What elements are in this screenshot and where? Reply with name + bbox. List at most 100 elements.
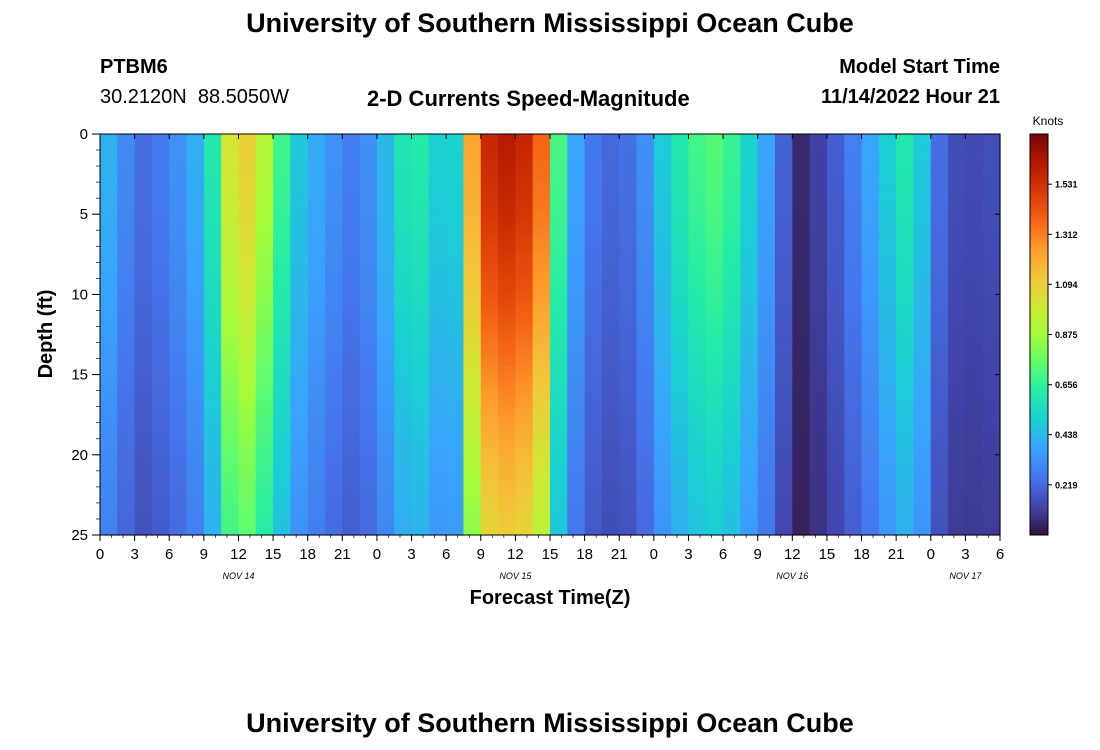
heatmap-cell-697 [325, 510, 343, 520]
heatmap-cell-526 [273, 342, 291, 352]
heatmap-cell-2590 [982, 454, 1001, 464]
heatmap-cell-1417 [584, 270, 603, 279]
heatmap-cell-2532 [965, 390, 984, 400]
heatmap-cell-2328 [896, 358, 915, 368]
heatmap-cell-1597 [636, 510, 655, 520]
heatmap-cell-2360 [913, 214, 932, 223]
heatmap-cell-519 [273, 286, 291, 295]
heatmap-cell-209 [169, 206, 188, 215]
heatmap-cell-1998 [775, 518, 793, 528]
heatmap-cell-409 [238, 206, 257, 215]
heatmap-cell-1681 [671, 382, 690, 392]
heatmap-cell-1042 [446, 470, 465, 480]
heatmap-cell-393 [221, 478, 240, 488]
heatmap-cell-123 [134, 318, 153, 328]
heatmap-cell-1708 [688, 198, 707, 207]
heatmap-cell-769 [359, 286, 378, 295]
heatmap-cell-2359 [913, 206, 932, 215]
heatmap-cell-2248 [861, 518, 880, 528]
heatmap-cell-237 [169, 430, 188, 440]
heatmap-cell-2364 [913, 246, 932, 255]
heatmap-cell-2551 [982, 142, 1001, 151]
heatmap-cell-2516 [965, 262, 984, 271]
heatmap-cell-1544 [619, 486, 638, 496]
heatmap-cell-537 [273, 430, 291, 440]
heatmap-cell-1541 [619, 462, 638, 472]
heatmap-cell-1525 [619, 334, 638, 344]
heatmap-cell-2448 [930, 518, 949, 528]
heatmap-cell-1959 [775, 206, 793, 215]
heatmap-cell-2440 [930, 454, 949, 464]
heatmap-cell-1087 [463, 430, 482, 440]
heatmap-cell-2108 [826, 198, 845, 207]
heatmap-cell-764 [359, 246, 378, 255]
heatmap-cell-1171 [498, 302, 516, 312]
heatmap-cell-1649 [653, 526, 672, 536]
heatmap-cell-781 [359, 382, 378, 392]
heatmap-cell-727 [342, 350, 361, 360]
heatmap-cell-162 [151, 230, 170, 239]
heatmap-cell-1177 [498, 350, 516, 360]
heatmap-cell-880 [394, 374, 413, 384]
heatmap-cell-434 [238, 406, 257, 416]
heatmap-cell-488 [255, 438, 274, 448]
heatmap-cell-2421 [930, 302, 949, 312]
heatmap-cell-1713 [688, 238, 707, 247]
heatmap-cell-1289 [532, 446, 551, 456]
heatmap-cell-2322 [896, 310, 915, 320]
heatmap-cell-1941 [757, 462, 776, 472]
heatmap-cell-2306 [896, 182, 915, 191]
heatmap-cell-554 [290, 166, 309, 175]
heatmap-cell-763 [359, 238, 378, 247]
heatmap-cell-1085 [463, 414, 482, 424]
heatmap-cell-94 [117, 486, 136, 496]
heatmap-cell-635 [307, 414, 326, 424]
heatmap-cell-291 [186, 462, 205, 472]
heatmap-cell-1030 [446, 374, 465, 384]
heatmap-cell-1111 [480, 222, 499, 231]
heatmap-cell-827 [376, 350, 395, 360]
heatmap-cell-2408 [930, 198, 949, 207]
heatmap-cell-794 [359, 486, 378, 496]
heatmap-cell-1989 [775, 446, 793, 456]
heatmap-cell-9 [100, 206, 118, 215]
heatmap-cell-1729 [688, 366, 707, 376]
heatmap-cell-1189 [498, 446, 516, 456]
heatmap-cell-404 [238, 166, 257, 175]
heatmap-cell-2492 [948, 470, 966, 480]
heatmap-cell-1432 [584, 390, 603, 400]
heatmap-cell-1318 [550, 278, 568, 287]
heatmap-cell-295 [186, 494, 205, 504]
heatmap-cell-1955 [775, 174, 793, 183]
heatmap-cell-597 [290, 510, 309, 520]
heatmap-cell-1538 [619, 438, 638, 448]
heatmap-cell-2287 [878, 430, 897, 440]
heatmap-cell-116 [134, 262, 153, 271]
heatmap-cell-2235 [861, 414, 880, 424]
heatmap-cell-1095 [463, 494, 482, 504]
heatmap-cell-28 [100, 358, 118, 368]
heatmap-cell-176 [151, 342, 170, 352]
heatmap-cell-2093 [809, 478, 828, 488]
heatmap-cell-1565 [636, 254, 655, 263]
heatmap-cell-1557 [636, 190, 655, 199]
heatmap-cell-577 [290, 350, 309, 360]
heatmap-cell-1063 [463, 238, 482, 247]
heatmap-cell-1423 [584, 318, 603, 328]
heatmap-cell-826 [376, 342, 395, 352]
heatmap-cell-971 [428, 302, 447, 312]
heatmap-cell-645 [307, 494, 326, 504]
heatmap-cell-2153 [844, 158, 863, 167]
heatmap-cell-837 [376, 430, 395, 440]
heatmap-cell-2394 [913, 486, 932, 496]
heatmap-cell-2467 [948, 270, 966, 279]
heatmap-cell-120 [134, 294, 153, 304]
heatmap-cell-1942 [757, 470, 776, 480]
heatmap-cell-2501 [965, 142, 984, 151]
heatmap-cell-265 [186, 254, 205, 263]
heatmap-cell-1044 [446, 486, 465, 496]
heatmap-cell-1164 [498, 246, 516, 255]
heatmap-cell-223 [169, 318, 188, 328]
heatmap-cell-1576 [636, 342, 655, 352]
heatmap-cell-1067 [463, 270, 482, 279]
